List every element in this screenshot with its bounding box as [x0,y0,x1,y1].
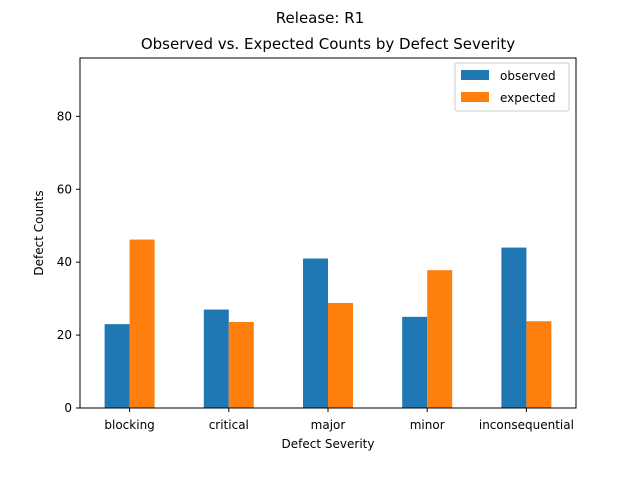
x-axis-ticks: blocking critical major minor inconsequentia… [104,408,574,432]
legend-label-observed: observed [500,69,556,83]
x-tick-label: inconsequential [479,418,574,432]
x-tick-label: critical [209,418,249,432]
y-axis-ticks: 0 20 40 60 80 [57,109,80,415]
legend-swatch-observed [461,70,489,80]
x-tick-label: blocking [104,418,154,432]
bar-expected-minor [427,270,453,408]
bars-group [104,239,552,408]
legend: observed expected [454,62,570,112]
bar-observed-major [303,258,328,408]
legend-swatch-expected [461,92,489,102]
legend-label-expected: expected [500,91,556,105]
bar-expected-critical [228,321,254,408]
y-tick-label: 80 [57,109,72,123]
bar-observed-minor [402,316,428,408]
bar-expected-blocking [129,239,155,408]
x-tick-label: minor [410,418,445,432]
bar-observed-critical [203,309,229,408]
y-tick-label: 40 [57,255,72,269]
y-tick-label: 60 [57,182,72,196]
bar-observed-inconsequential [501,247,527,408]
plot-frame [79,57,577,409]
bar-expected-major [328,303,353,408]
x-axis-label: Defect Severity [282,437,375,451]
bar-expected-inconsequential [526,321,552,408]
y-tick-label: 20 [57,328,72,342]
chart-suptitle: Release: R1 [276,9,364,27]
y-axis-label: Defect Counts [32,190,46,275]
bar-observed-blocking [104,324,130,408]
x-tick-label: major [311,418,346,432]
chart-title: Observed vs. Expected Counts by Defect S… [141,35,515,53]
y-tick-label: 0 [64,401,72,415]
